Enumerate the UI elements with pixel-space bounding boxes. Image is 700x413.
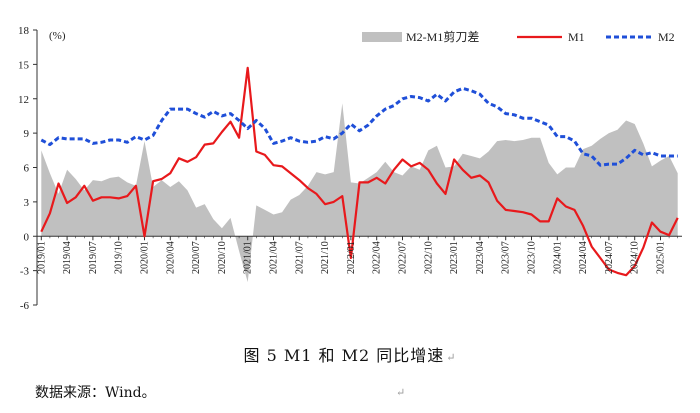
y-tick-label: 15 — [18, 59, 30, 71]
x-tick-label: 2019/04 — [62, 241, 73, 274]
x-tick-label: 2022/04 — [372, 241, 383, 274]
y-tick-label: 12 — [18, 94, 29, 106]
x-tick-label: 2022/10 — [423, 241, 434, 274]
legend-label-gap: M2-M1剪刀差 — [406, 29, 479, 44]
x-tick-label: 2020/07 — [191, 241, 202, 274]
x-tick-label: 2019/10 — [114, 241, 125, 274]
y-tick-label: 18 — [18, 25, 30, 37]
y-tick-label: -6 — [20, 300, 30, 312]
x-tick-label: 2022/07 — [398, 241, 409, 274]
x-tick-label: 2024/01 — [552, 241, 563, 274]
x-tick-label: 2020/10 — [217, 241, 228, 274]
x-tick-label: 2021/10 — [320, 241, 331, 274]
paragraph-mark: ↵ — [396, 386, 406, 399]
y-tick-label: 9 — [24, 128, 30, 140]
label-layer: -6 -3 0 3 6 9 12 15 18 (%) 2019/01 2019/04 2019/07 20… — [18, 25, 667, 312]
series-line-m1 — [40, 66, 679, 277]
x-tick-label: 2020/01 — [140, 241, 151, 274]
y-tick-label: 3 — [24, 197, 30, 209]
area-layer — [41, 103, 678, 283]
y-unit-label: (%) — [49, 30, 66, 42]
x-tick-label: 2024/04 — [578, 241, 589, 274]
y-tick-label: 6 — [24, 163, 30, 175]
x-tick-label: 2023/04 — [475, 241, 486, 274]
x-tick-label: 2019/07 — [88, 241, 99, 274]
figure-caption: 图 5 M1 和 M2 同比增速 ↵ — [0, 342, 700, 366]
legend: M2-M1剪刀差 M1 M2 — [362, 29, 675, 44]
legend-swatch-gap — [362, 32, 402, 42]
x-tick-label: 2020/04 — [165, 241, 176, 274]
paragraph-mark: ↵ — [446, 351, 457, 364]
series-line-m2 — [40, 86, 678, 167]
y-tick-label: 0 — [24, 231, 30, 243]
legend-label-m2: M2 — [658, 30, 675, 44]
y-tick-label: -3 — [20, 266, 30, 278]
x-tick-label: 2025/01 — [656, 241, 667, 274]
x-tick-label: 2024/10 — [630, 241, 641, 274]
line-layer — [40, 66, 679, 277]
x-tick-label: 2022/01 — [346, 241, 357, 274]
x-tick-label: 2021/07 — [294, 241, 305, 274]
source-text: 数据来源：Wind。 — [35, 385, 156, 401]
x-tick-label: 2023/10 — [527, 241, 538, 274]
series-area-gap — [41, 103, 678, 283]
x-tick-label: 2021/04 — [269, 241, 280, 274]
x-tick-label: 2023/01 — [449, 241, 460, 274]
data-source: 数据来源：Wind。 — [35, 382, 156, 402]
legend-label-m1: M1 — [568, 30, 585, 44]
x-tick-label: 2023/07 — [501, 241, 512, 274]
caption-text: 图 5 M1 和 M2 同比增速 — [243, 346, 445, 365]
x-tick-label: 2019/01 — [36, 241, 47, 274]
chart: -6 -3 0 3 6 9 12 15 18 (%) 2019/01 2019/04 2019/07 20… — [18, 25, 682, 312]
x-tick-label: 2024/07 — [604, 241, 615, 274]
x-tick-label: 2021/01 — [243, 241, 254, 274]
